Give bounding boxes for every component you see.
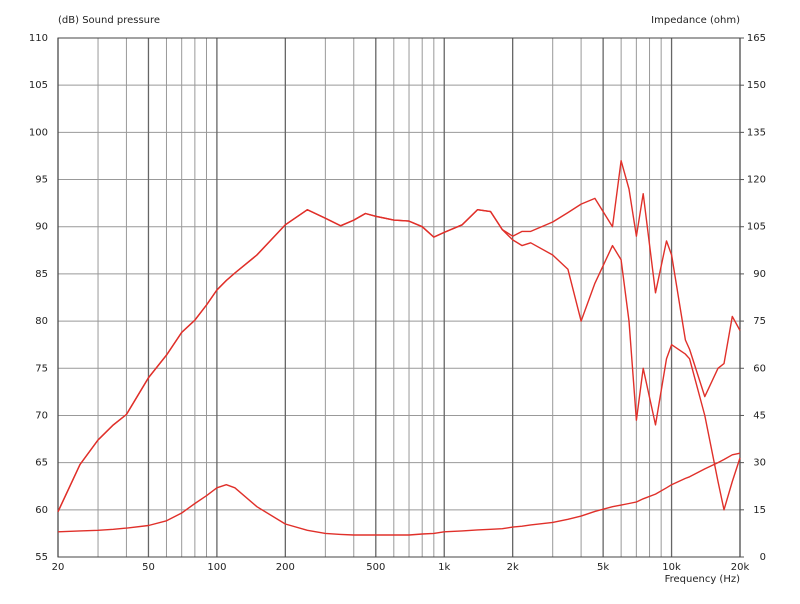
y2-tick-label: 90 [753, 269, 766, 280]
x-tick-label: 50 [142, 562, 155, 573]
plot-frame [57, 37, 741, 558]
y-tick-label: 105 [29, 80, 48, 91]
y-tick-label: 60 [35, 505, 48, 516]
y2-tick-label: 105 [747, 222, 766, 233]
x-tick-label: 200 [276, 562, 295, 573]
y-tick-label: 90 [35, 222, 48, 233]
y2-tick-label: 60 [753, 363, 766, 374]
series-line [57, 209, 741, 512]
y-tick-label: 80 [35, 316, 48, 327]
y2-tick-label: 45 [753, 410, 766, 421]
series-line [57, 452, 741, 536]
y-tick-label: 55 [35, 552, 48, 563]
y2-tick-label: 120 [747, 175, 766, 186]
y-tick-label: 65 [35, 458, 48, 469]
y2-tick-label: 30 [753, 458, 766, 469]
y2-tick-label: 165 [747, 33, 766, 44]
x-tick-label: 5k [597, 562, 609, 573]
x-tick-label: 500 [366, 562, 385, 573]
y2-tick-label: 75 [753, 316, 766, 327]
x-tick-label: 20k [731, 562, 750, 573]
y-tick-label: 110 [29, 33, 48, 44]
x-tick-label: 10k [662, 562, 681, 573]
x-tick-label: 20 [52, 562, 65, 573]
y-tick-label: 95 [35, 175, 48, 186]
y2-tick-label: 150 [747, 80, 766, 91]
y-tick-label: 100 [29, 127, 48, 138]
y-tick-label: 85 [35, 269, 48, 280]
y-axis-label: (dB) Sound pressure [58, 15, 160, 26]
y2-axis-label: Impedance (ohm) [651, 15, 740, 26]
y2-tick-label: 135 [747, 127, 766, 138]
x-axis-label: Frequency (Hz) [665, 574, 741, 585]
y2-tick-label: 0 [760, 552, 766, 563]
x-tick-label: 2k [507, 562, 519, 573]
y2-tick-label: 15 [753, 505, 766, 516]
y-tick-label: 75 [35, 363, 48, 374]
y-tick-label: 70 [35, 410, 48, 421]
x-tick-label: 1k [438, 562, 450, 573]
x-tick-label: 100 [207, 562, 226, 573]
